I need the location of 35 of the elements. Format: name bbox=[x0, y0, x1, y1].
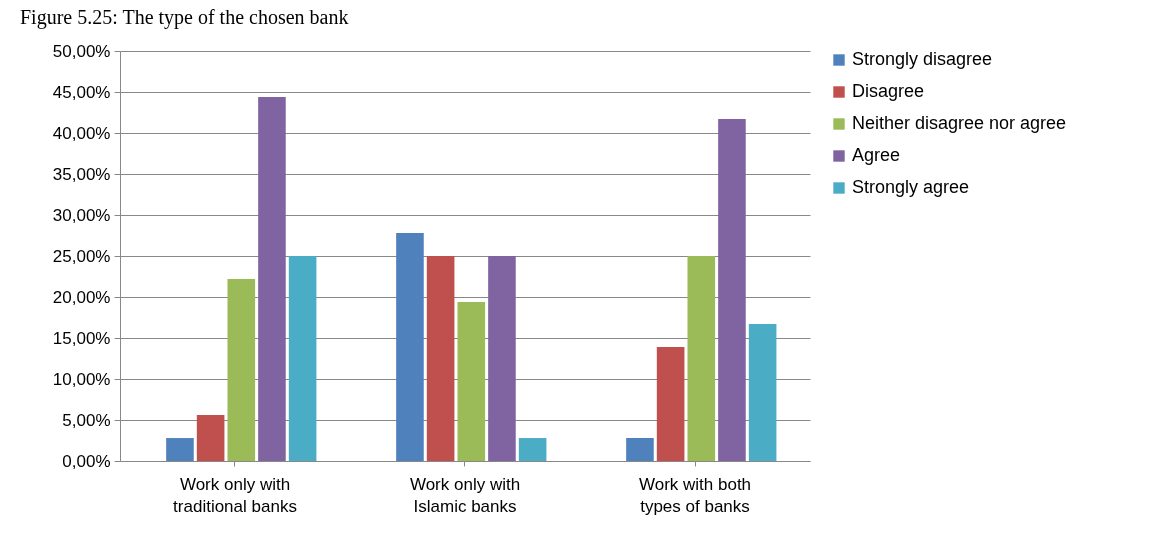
bar bbox=[488, 256, 516, 461]
bar bbox=[656, 347, 685, 461]
bar bbox=[196, 415, 225, 461]
bar bbox=[687, 256, 716, 461]
y-tick-label: 10,00% bbox=[52, 369, 111, 389]
legend-label: Strongly disagree bbox=[852, 49, 993, 69]
y-tick-label: 40,00% bbox=[52, 123, 111, 143]
bar bbox=[227, 278, 256, 461]
y-tick-label: 20,00% bbox=[52, 287, 111, 307]
bar bbox=[166, 438, 194, 461]
legend-label: Neither disagree nor agree bbox=[852, 113, 1067, 133]
bar bbox=[718, 119, 746, 461]
x-tick-label: Work only with Islamic banks bbox=[409, 474, 521, 516]
bar bbox=[457, 301, 486, 461]
y-tick-label: 25,00% bbox=[52, 246, 111, 266]
bar bbox=[426, 256, 455, 461]
y-tick-label: 35,00% bbox=[52, 164, 111, 184]
x-tick-label: Work with both types of banks bbox=[638, 474, 752, 516]
bar bbox=[626, 438, 654, 461]
bar bbox=[288, 256, 317, 461]
bar bbox=[258, 96, 286, 461]
y-tick-label: 30,00% bbox=[52, 205, 111, 225]
y-tick-label: 5,00% bbox=[62, 410, 111, 430]
bar bbox=[748, 324, 777, 461]
y-tick-label: 0,00% bbox=[62, 451, 111, 471]
bar bbox=[396, 233, 424, 461]
legend-label: Strongly agree bbox=[852, 177, 970, 197]
chart-title: Figure 5.25: The type of the chosen bank bbox=[20, 6, 349, 29]
y-tick-label: 45,00% bbox=[52, 82, 111, 102]
y-tick-label: 50,00% bbox=[52, 41, 111, 61]
x-tick-label: Work only with traditional banks bbox=[173, 474, 297, 516]
legend-label: Agree bbox=[852, 145, 901, 165]
legend-label: Disagree bbox=[852, 81, 925, 101]
bar bbox=[518, 438, 547, 461]
y-tick-label: 15,00% bbox=[52, 328, 111, 348]
